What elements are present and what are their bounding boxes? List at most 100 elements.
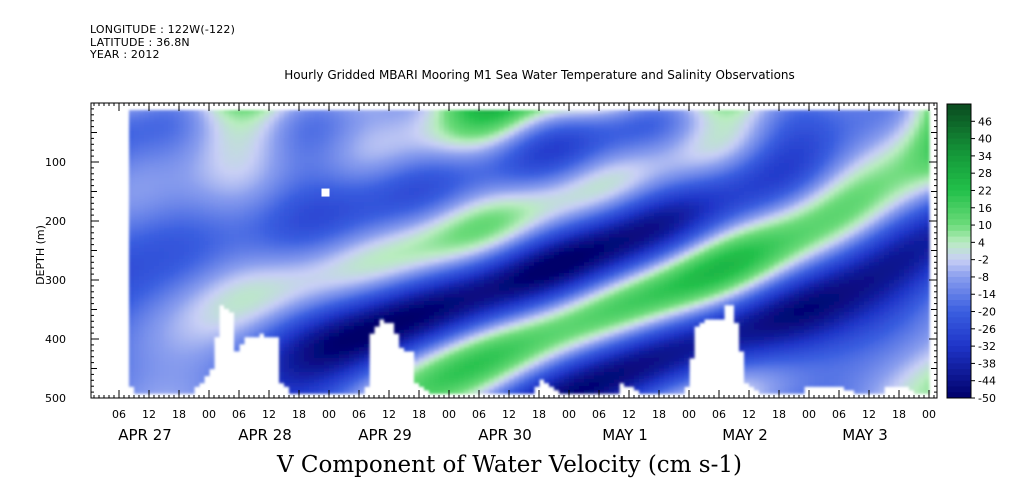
chart-title: Hourly Gridded MBARI Mooring M1 Sea Wate… bbox=[284, 68, 795, 82]
x-tick-label: 00 bbox=[682, 408, 696, 421]
colorbar-swatch bbox=[947, 340, 971, 347]
x-tick-label: 12 bbox=[862, 408, 876, 421]
colorbar-label: 40 bbox=[978, 133, 992, 146]
x-tick-label: 12 bbox=[742, 408, 756, 421]
x-tick-label: 12 bbox=[502, 408, 516, 421]
x-tick-label: 00 bbox=[202, 408, 216, 421]
colorbar-swatch bbox=[947, 242, 971, 249]
day-label: APR 30 bbox=[478, 426, 532, 444]
y-axis-label: DEPTH (m) bbox=[34, 225, 47, 285]
x-tick-label: 18 bbox=[412, 408, 426, 421]
year-label: YEAR : 2012 bbox=[90, 48, 160, 61]
x-tick-label: 18 bbox=[892, 408, 906, 421]
colorbar-label: -2 bbox=[978, 254, 989, 267]
x-tick-label: 12 bbox=[622, 408, 636, 421]
x-tick-label: 00 bbox=[562, 408, 576, 421]
x-tick-label: 18 bbox=[652, 408, 666, 421]
colorbar-swatch bbox=[947, 288, 971, 295]
velocity-field bbox=[129, 110, 930, 394]
colorbar-swatch bbox=[947, 346, 971, 353]
colorbar-swatch bbox=[947, 363, 971, 370]
x-tick-label: 06 bbox=[352, 408, 366, 421]
field-cells bbox=[129, 110, 930, 394]
x-tick-label: 00 bbox=[322, 408, 336, 421]
colorbar-swatch bbox=[947, 380, 971, 387]
colorbar-swatch bbox=[947, 190, 971, 197]
colorbar-swatch bbox=[947, 328, 971, 335]
colorbar-swatch bbox=[947, 311, 971, 318]
colorbar-swatch bbox=[947, 294, 971, 301]
colorbar-swatch bbox=[947, 357, 971, 364]
colorbar-swatch bbox=[947, 138, 971, 145]
x-tick-label: 12 bbox=[382, 408, 396, 421]
colorbar-swatch bbox=[947, 271, 971, 278]
colorbar-swatch bbox=[947, 276, 971, 284]
longitude-label: LONGITUDE : 122W(-122) bbox=[90, 23, 236, 36]
colorbar-label: 4 bbox=[978, 236, 985, 249]
colorbar-swatch bbox=[947, 167, 971, 174]
colorbar-swatch bbox=[947, 334, 971, 341]
day-label: APR 29 bbox=[358, 426, 412, 444]
colorbar-swatch bbox=[947, 219, 971, 226]
colorbar-label: -44 bbox=[978, 375, 996, 388]
variable-title: V Component of Water Velocity (cm s-1) bbox=[277, 452, 742, 478]
x-tick-label: 06 bbox=[472, 408, 486, 421]
day-label: MAY 1 bbox=[602, 426, 648, 444]
colorbar-label: -38 bbox=[978, 357, 996, 370]
colorbar-label: -26 bbox=[978, 323, 996, 336]
colorbar-swatch bbox=[947, 351, 971, 359]
x-tick-label: 06 bbox=[712, 408, 726, 421]
colorbar-swatch bbox=[947, 109, 971, 116]
colorbar-swatch bbox=[947, 173, 971, 180]
x-tick-label: 18 bbox=[292, 408, 306, 421]
x-tick-label: 06 bbox=[832, 408, 846, 421]
colorbar-label: 10 bbox=[978, 219, 992, 232]
colorbar-swatch bbox=[947, 155, 971, 163]
colorbar-swatch bbox=[947, 121, 971, 128]
colorbar-label: -8 bbox=[978, 271, 989, 284]
colorbar-swatch bbox=[947, 132, 971, 139]
day-label: MAY 3 bbox=[842, 426, 888, 444]
colorbar-label: -50 bbox=[978, 392, 996, 405]
colorbar-swatch bbox=[947, 317, 971, 324]
y-tick-label: 100 bbox=[45, 156, 66, 169]
colorbar-swatch bbox=[947, 104, 971, 111]
colorbar-swatch bbox=[947, 282, 971, 289]
colorbar-label: 16 bbox=[978, 202, 992, 215]
colorbar-swatch bbox=[947, 196, 971, 203]
colorbar-label: -20 bbox=[978, 306, 996, 319]
colorbar-swatch bbox=[947, 230, 971, 237]
colorbar-swatch bbox=[947, 248, 971, 255]
x-tick-label: 06 bbox=[112, 408, 126, 421]
colorbar-swatch bbox=[947, 259, 971, 266]
colorbar-swatch bbox=[947, 202, 971, 209]
colorbar-swatch bbox=[947, 236, 971, 243]
colorbar-frame bbox=[946, 103, 972, 399]
colorbar-label: 34 bbox=[978, 150, 992, 163]
colorbar-swatch bbox=[947, 161, 971, 168]
y-tick-label: 500 bbox=[45, 392, 66, 405]
colorbar-swatch bbox=[947, 374, 971, 382]
colorbar: 46 40 34 28 22 16 10 4 -2 -8 -14 -20 -26 -32 -38 -44 -50 bbox=[946, 103, 996, 405]
colorbar-swatch bbox=[947, 392, 971, 399]
colorbar-swatch bbox=[947, 323, 971, 330]
y-tick-label: 300 bbox=[45, 274, 66, 287]
colorbar-label: 22 bbox=[978, 184, 992, 197]
day-label: APR 27 bbox=[118, 426, 172, 444]
colorbar-swatch bbox=[947, 115, 971, 122]
missing-data-patch bbox=[321, 188, 330, 197]
x-tick-label: 06 bbox=[592, 408, 606, 421]
axes: 100 200 300 400 500 DEPTH (m) 06 12 18 00 06 12 18 00… bbox=[34, 102, 938, 444]
colorbar-label: -32 bbox=[978, 340, 996, 353]
x-tick-label: 12 bbox=[262, 408, 276, 421]
x-tick-label: 18 bbox=[172, 408, 186, 421]
day-label: MAY 2 bbox=[722, 426, 768, 444]
x-tick-label: 18 bbox=[532, 408, 546, 421]
x-tick-label: 00 bbox=[442, 408, 456, 421]
colorbar-swatch bbox=[947, 225, 971, 232]
colorbar-swatch bbox=[947, 144, 971, 151]
colorbar-swatch bbox=[947, 213, 971, 220]
colorbar-label: -14 bbox=[978, 288, 996, 301]
colorbar-swatch bbox=[947, 253, 971, 261]
